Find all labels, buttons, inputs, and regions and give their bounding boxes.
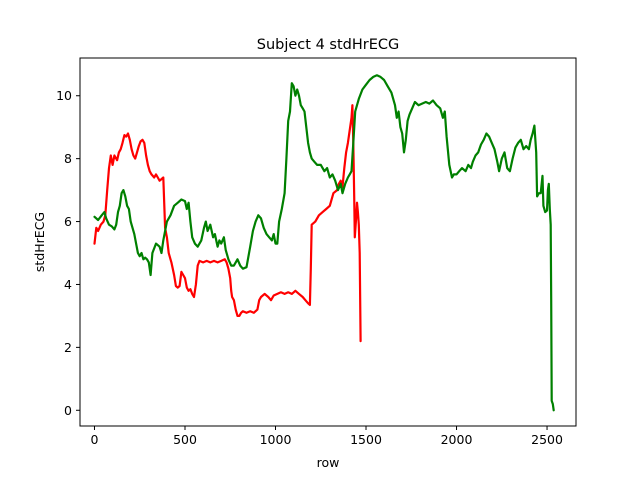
series-line-1 <box>93 104 362 343</box>
chart-title: Subject 4 stdHrECG <box>257 37 399 53</box>
y-tick-label: 2 <box>64 340 72 355</box>
y-axis-ticks: 0 2 4 6 8 10 <box>56 88 80 418</box>
plot-frame <box>79 57 577 427</box>
x-tick-label: 500 <box>173 432 197 447</box>
y-tick-label: 4 <box>64 277 72 292</box>
x-tick-label: 1000 <box>260 432 292 447</box>
y-tick-label: 0 <box>64 403 72 418</box>
x-tick-label: 2500 <box>531 432 563 447</box>
y-tick-label: 8 <box>64 151 72 166</box>
series-layer <box>93 74 555 412</box>
x-tick-label: 2000 <box>441 432 473 447</box>
y-tick-label: 6 <box>64 214 72 229</box>
y-axis-label: stdHrECG <box>32 212 47 272</box>
x-axis-label: row <box>317 455 340 470</box>
y-tick-label: 10 <box>56 88 72 103</box>
x-axis-ticks: 0 500 1000 1500 2000 2500 <box>91 426 563 447</box>
x-tick-label: 0 <box>91 432 99 447</box>
series-line-2 <box>93 74 555 412</box>
x-tick-label: 1500 <box>350 432 382 447</box>
